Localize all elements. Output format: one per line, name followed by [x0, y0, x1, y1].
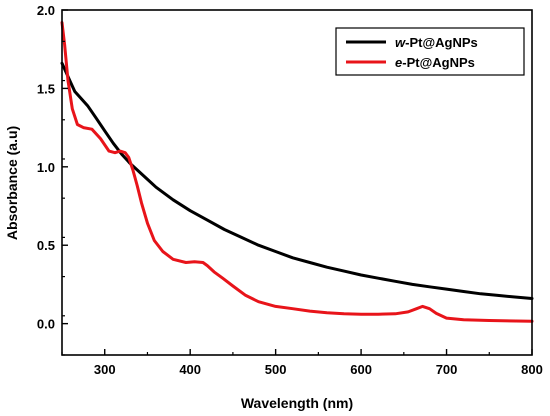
- legend-label-e-suffix: -Pt@AgNPs: [402, 55, 475, 70]
- legend-label-w-prefix: w: [395, 35, 406, 50]
- x-tick-label: 700: [436, 362, 458, 377]
- x-tick-label: 800: [521, 362, 543, 377]
- y-tick-label: 0.5: [37, 238, 55, 253]
- ticks-layer: 300 400 500 600 700 800 0.0 0.5 1.0 1.5 2.0: [37, 3, 543, 377]
- legend: w-Pt@AgNPs e-Pt@AgNPs: [335, 27, 525, 76]
- y-tick-label: 2.0: [37, 3, 55, 18]
- y-tick-label: 0.0: [37, 317, 55, 332]
- y-tick-label: 1.5: [37, 81, 55, 96]
- series-layer: [60, 21, 534, 323]
- plot-frame: [61, 9, 533, 356]
- series-line-w: [60, 61, 534, 300]
- legend-label-w-suffix: -Pt@AgNPs: [405, 35, 478, 50]
- x-axis-title: Wavelength (nm): [241, 395, 353, 411]
- x-tick-label: 600: [350, 362, 372, 377]
- legend-box: [335, 27, 525, 76]
- series-line-e: [60, 21, 534, 323]
- x-tick-label: 400: [179, 362, 201, 377]
- x-tick-label: 500: [265, 362, 287, 377]
- legend-label-w: w-Pt@AgNPs: [395, 35, 478, 50]
- y-tick-label: 1.0: [37, 160, 55, 175]
- legend-label-e-prefix: e: [395, 55, 402, 70]
- x-tick-label: 300: [94, 362, 116, 377]
- legend-label-e: e-Pt@AgNPs: [395, 55, 475, 70]
- y-axis-title: Absorbance (a.u): [4, 126, 20, 240]
